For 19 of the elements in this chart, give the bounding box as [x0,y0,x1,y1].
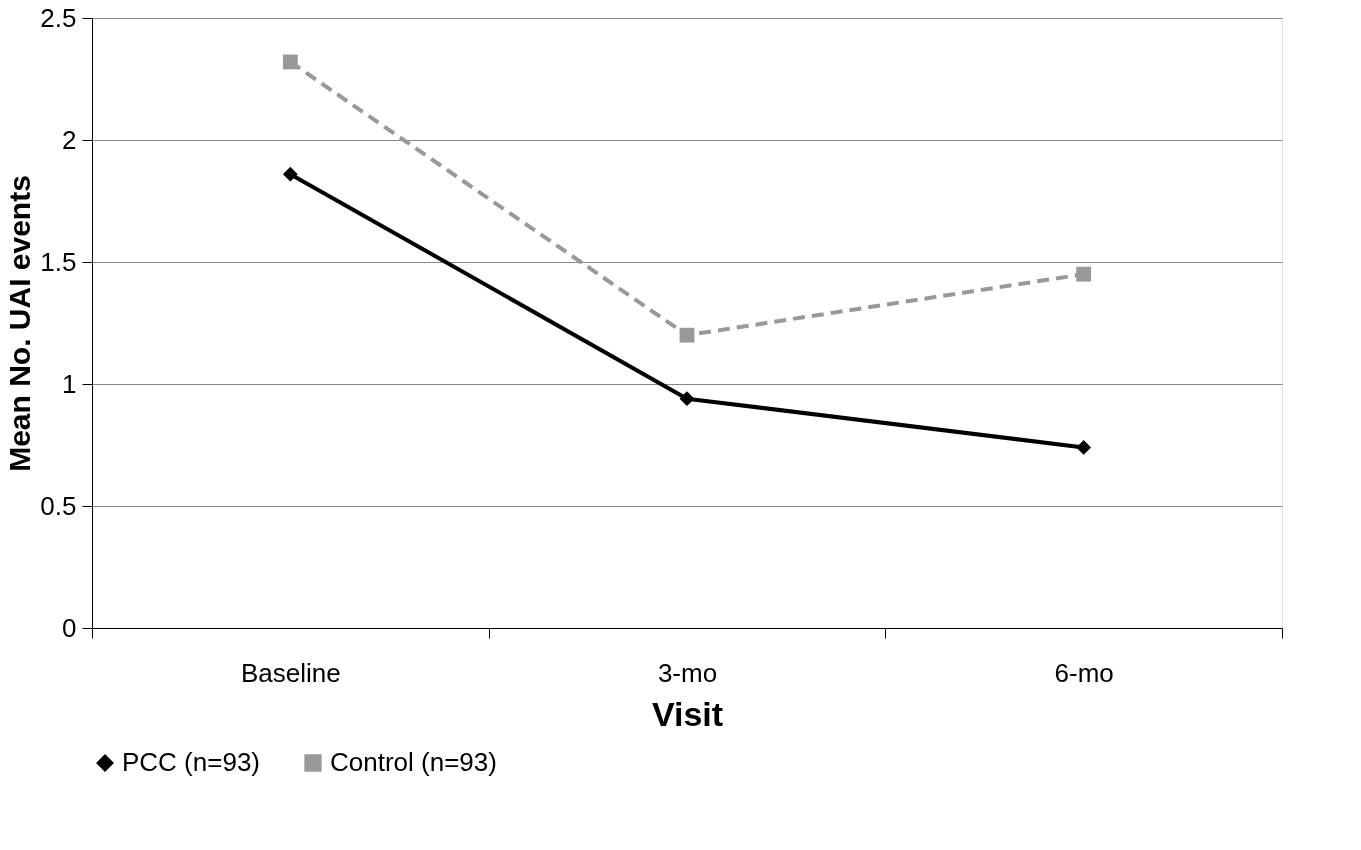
y-tick-label: 0 [62,612,77,643]
point [282,166,298,182]
point [679,327,695,343]
x-tick-label: 3-mo [657,657,718,688]
y-axis-title: Mean No. UAI events [3,175,37,472]
x-axis-title: Visit [651,694,724,733]
y-tick-label: 0.5 [40,490,77,521]
y-tick-label: 1.5 [40,246,77,277]
y-tick-label: 1 [62,368,77,399]
legend-label: Control (n=93) [330,747,497,777]
y-tick-label: 2 [62,124,77,155]
x-tick-label: 6-mo [1054,657,1114,688]
point [1076,266,1092,282]
point [679,391,695,407]
x-tick-label: Baseline [240,657,341,688]
legend-label: PCC (n=93) [122,747,260,777]
y-tick-label: 2.5 [40,2,77,33]
point [282,54,298,70]
point [1076,440,1092,455]
